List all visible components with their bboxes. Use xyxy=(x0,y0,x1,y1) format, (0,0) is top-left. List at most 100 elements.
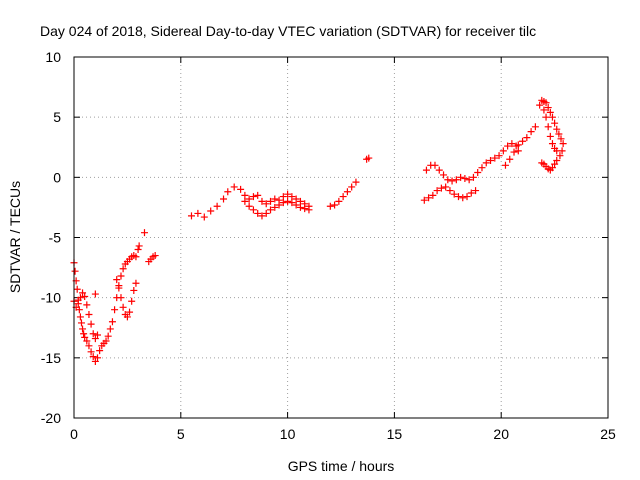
data-point xyxy=(296,203,304,211)
data-point xyxy=(119,265,127,273)
data-point xyxy=(546,108,554,116)
data-point xyxy=(271,195,279,203)
x-tick-label: 15 xyxy=(387,426,403,442)
data-point xyxy=(83,337,91,345)
data-point xyxy=(249,193,257,201)
data-point xyxy=(519,137,527,145)
y-tick-label: -5 xyxy=(49,230,62,246)
y-tick-label: -20 xyxy=(41,410,61,426)
data-point xyxy=(365,154,373,162)
data-point xyxy=(343,188,351,196)
data-point xyxy=(76,313,84,321)
data-point xyxy=(207,207,215,215)
x-tick-label: 25 xyxy=(600,426,616,442)
data-point xyxy=(117,294,125,302)
data-point xyxy=(245,202,253,210)
data-point xyxy=(288,193,296,201)
data-point xyxy=(335,197,343,205)
data-point xyxy=(448,177,456,185)
x-tick-label: 10 xyxy=(280,426,296,442)
data-point xyxy=(487,156,495,164)
data-point xyxy=(514,147,522,155)
data-point xyxy=(123,313,131,321)
data-point xyxy=(288,199,296,207)
data-point xyxy=(546,132,554,140)
data-point xyxy=(469,173,477,181)
data-point xyxy=(108,318,116,326)
data-point xyxy=(96,347,104,355)
data-point xyxy=(262,209,270,217)
data-point xyxy=(115,284,123,292)
data-point xyxy=(76,294,84,302)
data-point xyxy=(478,164,486,172)
x-tick-label: 20 xyxy=(493,426,509,442)
y-tick-labels: 10 5 0 -5 -10 -15 -20 xyxy=(41,49,61,426)
data-point xyxy=(134,246,142,254)
data-point xyxy=(465,176,473,184)
data-point xyxy=(450,190,458,198)
data-point xyxy=(102,337,110,345)
data-point xyxy=(254,191,262,199)
data-point xyxy=(275,201,283,209)
data-point xyxy=(74,300,82,308)
data-point xyxy=(467,189,475,197)
data-point xyxy=(548,140,556,148)
data-point xyxy=(442,183,450,191)
data-point xyxy=(548,113,556,121)
data-point xyxy=(279,193,287,201)
x-tick-label: 0 xyxy=(70,426,78,442)
data-point xyxy=(279,199,287,207)
data-point xyxy=(444,176,452,184)
data-point xyxy=(435,166,443,174)
data-point xyxy=(482,159,490,167)
data-point xyxy=(284,197,292,205)
data-point xyxy=(106,325,114,333)
data-point xyxy=(531,123,539,131)
data-point xyxy=(459,194,467,202)
data-point xyxy=(348,183,356,191)
chart-title: Day 024 of 2018, Sidereal Day-to-day VTE… xyxy=(40,23,536,39)
data-point xyxy=(135,242,143,250)
data-point xyxy=(551,119,559,127)
data-point xyxy=(501,161,509,169)
data-point xyxy=(93,331,101,339)
data-point xyxy=(510,148,518,156)
data-point xyxy=(544,104,552,112)
data-point xyxy=(262,200,270,208)
data-point xyxy=(553,125,561,133)
data-point xyxy=(538,159,546,167)
data-point xyxy=(446,187,454,195)
data-point xyxy=(420,196,428,204)
data-point xyxy=(284,190,292,198)
data-point xyxy=(213,202,221,210)
data-point xyxy=(258,197,266,205)
data-point xyxy=(85,342,93,350)
data-point xyxy=(220,195,228,203)
data-point xyxy=(296,197,304,205)
data-point xyxy=(130,286,138,294)
data-point xyxy=(87,320,95,328)
data-point xyxy=(194,209,202,217)
data-point xyxy=(151,252,159,260)
data-point xyxy=(559,140,567,148)
data-point xyxy=(271,203,279,211)
plot-frame xyxy=(73,56,609,419)
data-point xyxy=(85,311,93,319)
data-point xyxy=(301,205,309,213)
data-point xyxy=(132,253,140,261)
data-point xyxy=(454,193,462,201)
data-point xyxy=(437,184,445,192)
data-point xyxy=(93,354,101,362)
data-point xyxy=(91,357,99,365)
data-point xyxy=(461,175,469,183)
data-point xyxy=(258,212,266,220)
x-axis-label: GPS time / hours xyxy=(288,458,395,474)
data-point xyxy=(111,306,119,314)
data-point xyxy=(556,152,564,160)
data-point xyxy=(79,289,87,297)
data-point xyxy=(80,330,88,338)
data-point xyxy=(241,191,249,199)
data-point xyxy=(553,147,561,155)
data-point xyxy=(91,335,99,343)
